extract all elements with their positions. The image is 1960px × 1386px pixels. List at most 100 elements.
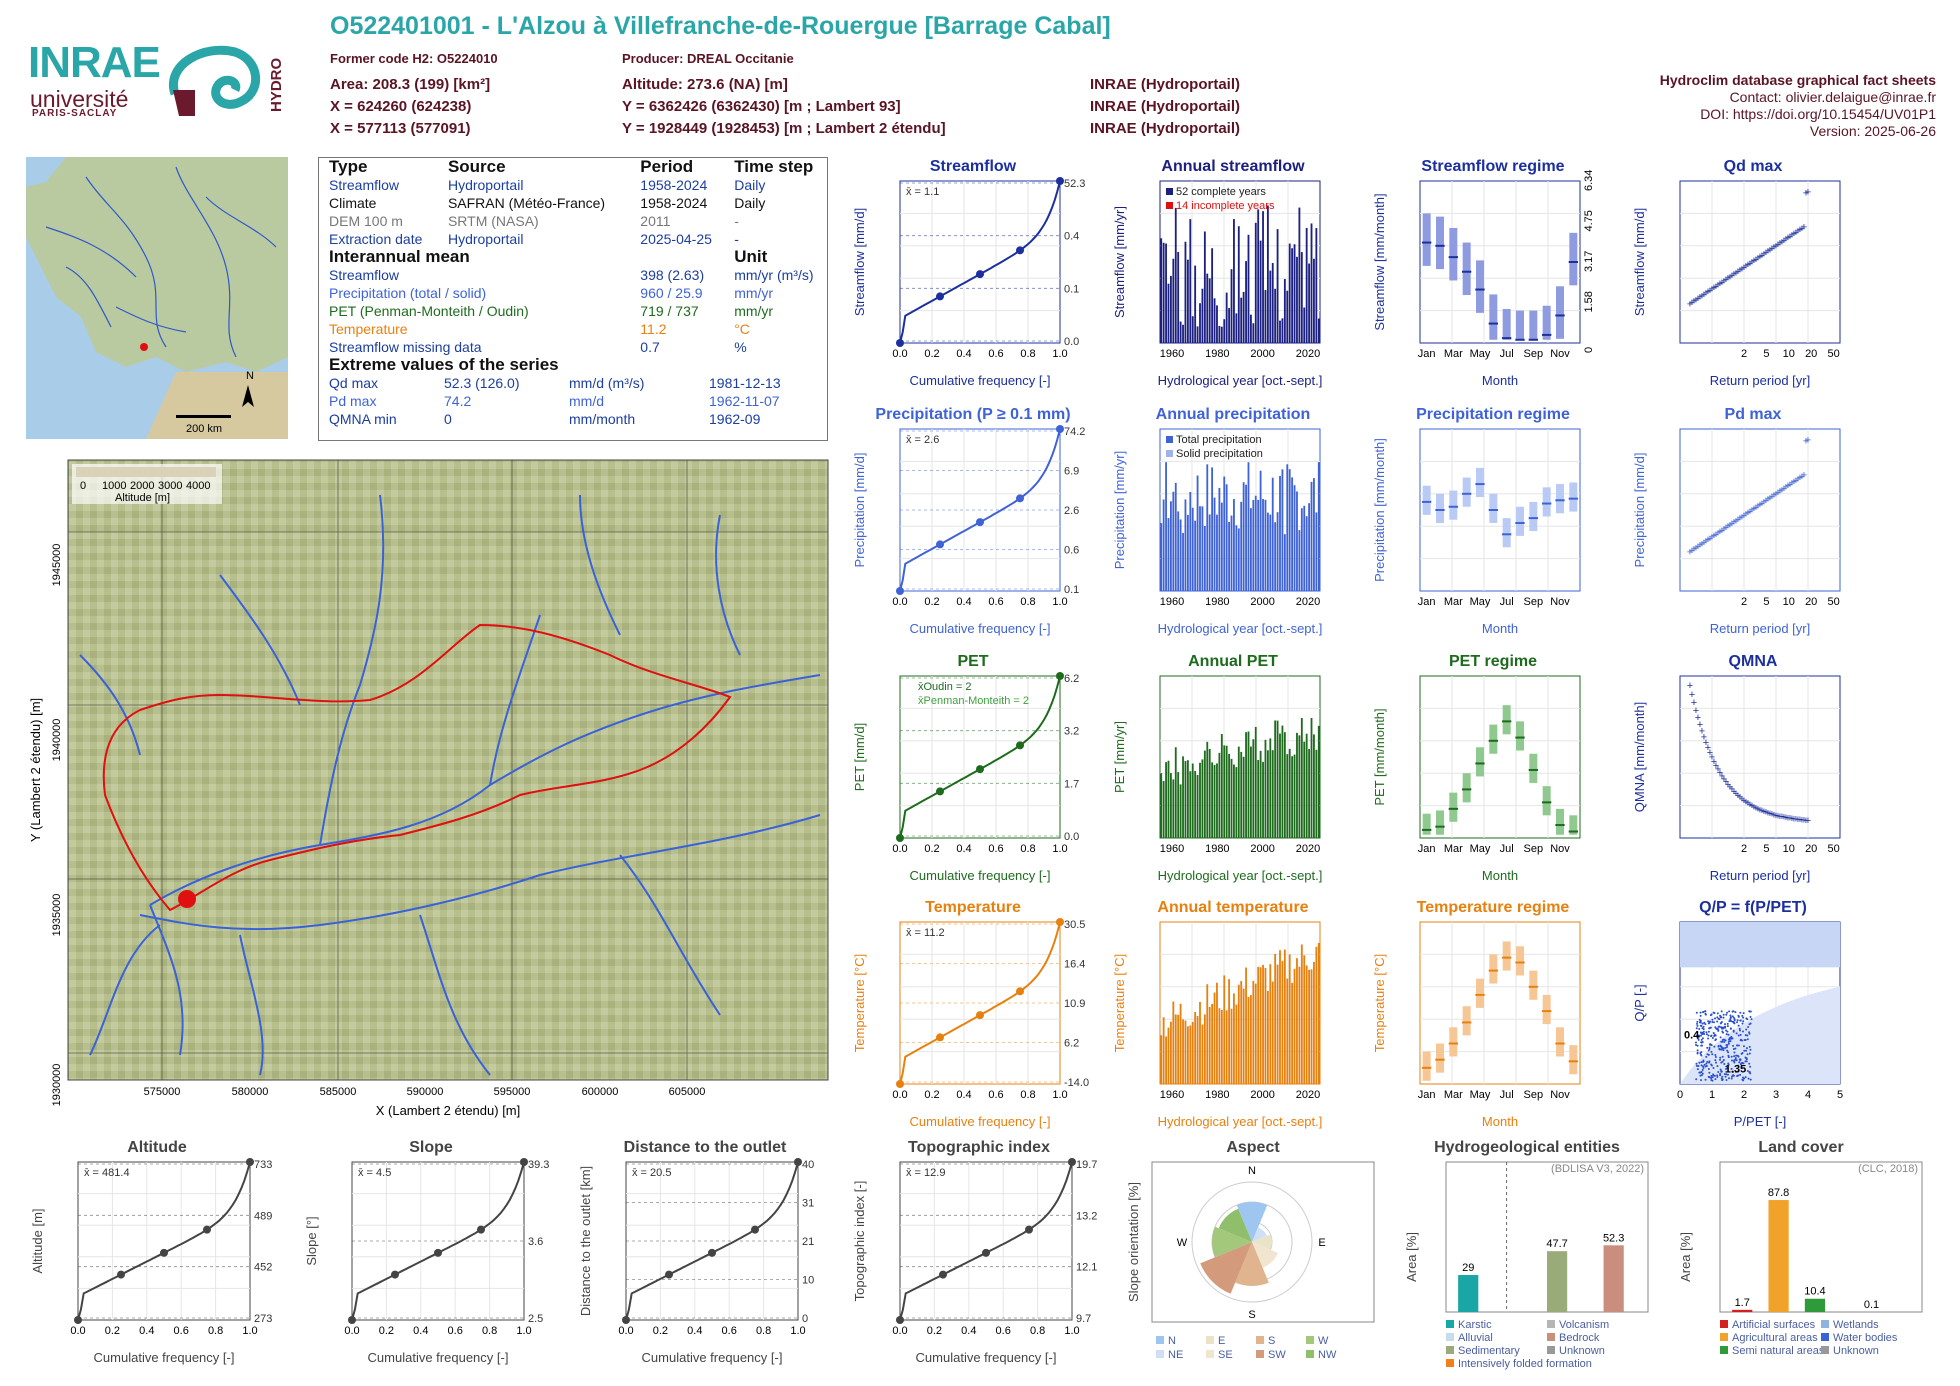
qp_ppet-point [1732,1047,1735,1050]
qp_ppet-point [1701,1072,1704,1075]
info-step: Daily [734,195,766,211]
qp_ppet-point [1739,1063,1742,1066]
qp_ppet-point [1726,1066,1729,1069]
qp_ppet-point [1729,1020,1732,1023]
qp_ppet-point [1702,1066,1705,1069]
streamflow_regime-month-box [1556,286,1564,339]
annual_pet-bar [1269,738,1272,838]
annual_streamflow-bar [1274,288,1277,343]
qp_ppet-point [1746,1070,1749,1073]
qp_ppet-point [1711,1037,1714,1040]
annual_streamflow-bar [1169,275,1172,343]
annual_temperature-bar [1286,978,1289,1084]
annual_pet-chart: Annual PET Hydrological year [oct.-sept.]… [1112,653,1322,883]
qp_ppet-x-tick: 4 [1805,1089,1811,1101]
qp_ppet-point [1745,1049,1748,1052]
qmna-point: + [1721,773,1727,785]
annual_precipitation-bar [1230,515,1233,591]
qp_ppet-point [1712,1021,1715,1024]
qd_max-x-label: Return period [yr] [1710,373,1810,388]
landcover-value-label: 0.1 [1864,1299,1879,1311]
qd_max-point: + [1725,273,1731,285]
mean-value: 0.7 [640,339,660,355]
annual_temperature-x-tick: 2000 [1250,1089,1274,1101]
qp_ppet-point [1698,1071,1701,1074]
distance-x-tick: 0.8 [756,1325,771,1337]
streamflow-quantile-point [976,270,984,279]
qp_ppet-point [1713,1035,1716,1038]
pet_regime-x-tick: Jan [1418,843,1436,855]
qd_max-x-tick: 20 [1805,348,1817,360]
streamflow_regime-month-box [1542,305,1551,340]
temperature-quantile-point [896,1080,904,1088]
qmna-point: + [1797,814,1803,826]
precipitation-quantile-point [936,540,944,549]
annual_precipitation-bar [1233,499,1235,591]
pd_max-point: + [1785,480,1791,492]
slope-quantile-point [477,1225,485,1234]
annual_pet-bar [1208,748,1211,838]
qp_ppet-point [1707,1034,1710,1037]
annual_pet-x-tick: 1960 [1160,843,1184,855]
qmna-point: + [1779,811,1785,823]
qmna-point: + [1759,805,1765,817]
precipitation_regime-chart: Precipitation regime Month Precipitation [… [1372,406,1581,636]
doi[interactable]: DOI: https://doi.org/10.15454/UV01P1 [1700,106,1936,122]
pet_regime-y-label: PET [mm/month] [1372,708,1387,805]
annual_pet-bar [1235,767,1238,838]
annual_precipitation-bar [1286,464,1289,591]
annual_temperature-bar [1213,992,1216,1084]
qp_ppet-point [1701,1037,1704,1040]
qp_ppet-point [1727,1033,1730,1036]
temperature-right-tick: -14.0 [1064,1077,1089,1089]
qd_max-point: + [1723,274,1729,286]
qp_ppet-point [1704,1078,1707,1081]
qp_ppet-point [1700,1064,1703,1067]
annual_temperature-bar [1315,946,1318,1084]
pet-x-tick: 1.0 [1052,843,1067,855]
annual_precipitation-bar [1237,528,1240,591]
annual_temperature-bar [1252,980,1255,1084]
precipitation_regime-month-box [1436,493,1444,523]
hydrogeology-value-label: 29 [1462,1262,1474,1274]
mean-name: Temperature [329,321,408,337]
database-info: Hydroclim database graphical fact sheets… [1660,72,1936,140]
qp_ppet-x-tick: 0 [1677,1089,1683,1101]
mean-value: 960 / 25.9 [640,285,703,301]
qp_ppet-point [1708,1060,1711,1063]
annual_temperature-bar [1300,944,1303,1084]
aspect-ring [1191,1181,1313,1303]
precipitation-mean-label: x̄ = 2.6 [906,434,939,446]
annual_temperature-x-tick: 2020 [1296,1089,1320,1101]
annual_temperature-bar [1235,1004,1238,1084]
qmna-point: + [1701,731,1707,743]
extreme-value: 74.2 [444,393,472,409]
pet-legend-item: x̄Oudin = 2 [918,681,972,693]
annual_precipitation-bar [1213,497,1216,591]
qp_ppet-point [1721,1055,1724,1058]
qp_ppet-point [1726,1046,1729,1049]
annual_pet-bar [1191,763,1194,838]
aspect-legend-swatch [1256,1350,1264,1358]
streamflow_regime-x-tick: Jan [1418,348,1436,360]
precipitation-x-tick: 0.4 [956,596,971,608]
aspect-sector [1236,1202,1268,1242]
annual_pet-bar [1286,754,1289,838]
qp_ppet-point [1732,1074,1735,1077]
qd_max-point: + [1753,254,1759,266]
info-step: Daily [734,177,766,193]
qd_max-point: + [1713,281,1719,293]
streamflow-x-tick: 1.0 [1052,348,1067,360]
temperature_regime-x-tick: Nov [1550,1089,1570,1101]
slope-right-tick: 39.3 [528,1159,549,1171]
annual_pet-x-tick: 2000 [1250,843,1274,855]
qp_ppet-point [1707,1049,1710,1052]
qp_ppet-point [1695,1027,1698,1030]
qd_max-point: + [1785,232,1791,244]
qp_ppet-point [1739,1011,1742,1014]
contact[interactable]: Contact: olivier.delaigue@inrae.fr [1729,89,1936,105]
qp_ppet-point [1719,1068,1722,1071]
qp_ppet-point [1728,1010,1731,1013]
qp_ppet-point [1733,1051,1736,1054]
qp_ppet-point [1719,1022,1722,1025]
